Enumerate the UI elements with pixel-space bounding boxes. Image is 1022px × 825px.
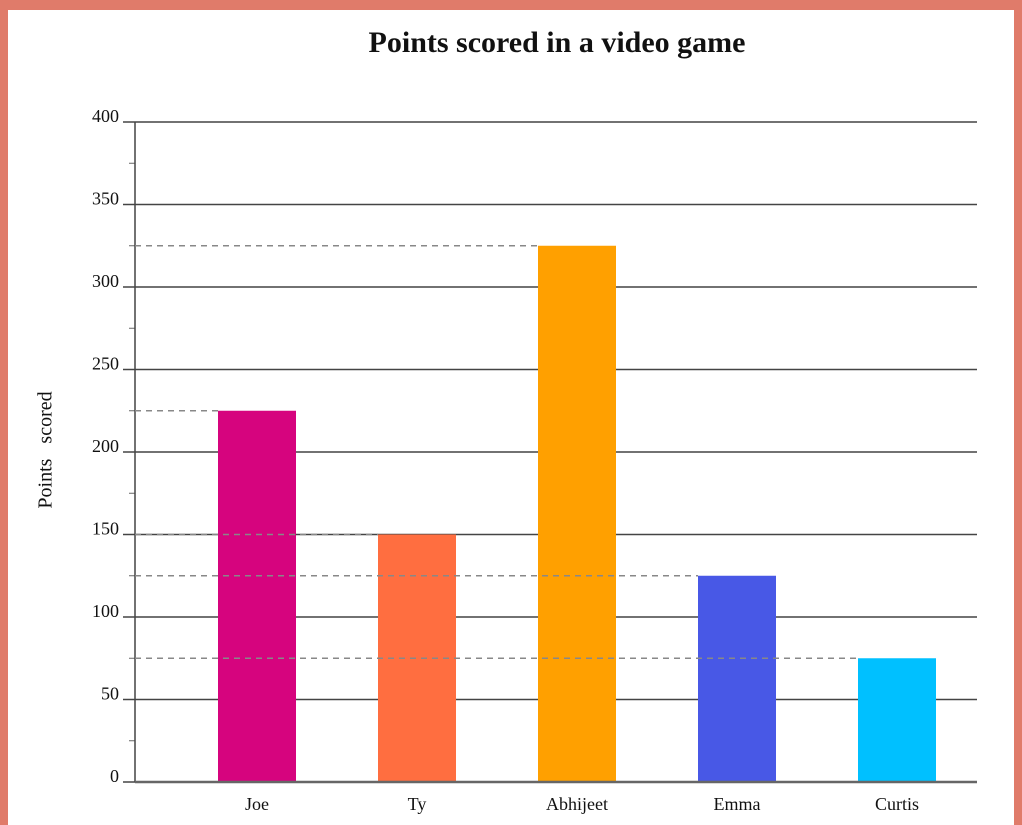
x-tick-label: Ty [408, 794, 427, 814]
y-tick-label: 200 [92, 436, 119, 456]
x-tick-label: Joe [245, 794, 269, 814]
x-tick-label: Abhijeet [546, 794, 608, 814]
y-tick-label: 100 [92, 601, 119, 621]
x-tick-label: Emma [714, 794, 761, 814]
y-tick-label: 250 [92, 354, 119, 374]
y-tick-label: 0 [110, 766, 119, 786]
y-tick-label: 300 [92, 271, 119, 291]
y-tick-label: 350 [92, 189, 119, 209]
y-tick-label: 50 [101, 684, 119, 704]
y-tick-label: 400 [92, 106, 119, 126]
bar [858, 658, 936, 782]
y-axis-label: Points scored [35, 391, 57, 508]
x-tick-label: Curtis [875, 794, 919, 814]
y-tick-label: 150 [92, 519, 119, 539]
bar [698, 575, 776, 782]
bar [218, 410, 296, 782]
chart-title: Points scored in a video game [369, 26, 746, 59]
bar [538, 245, 616, 782]
panel [8, 10, 1014, 825]
